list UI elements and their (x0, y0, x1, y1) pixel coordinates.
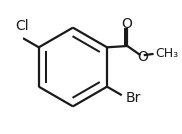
Text: O: O (121, 17, 132, 31)
Text: CH₃: CH₃ (155, 47, 178, 60)
Text: Cl: Cl (15, 19, 28, 33)
Text: Br: Br (126, 91, 141, 105)
Text: O: O (137, 50, 148, 64)
